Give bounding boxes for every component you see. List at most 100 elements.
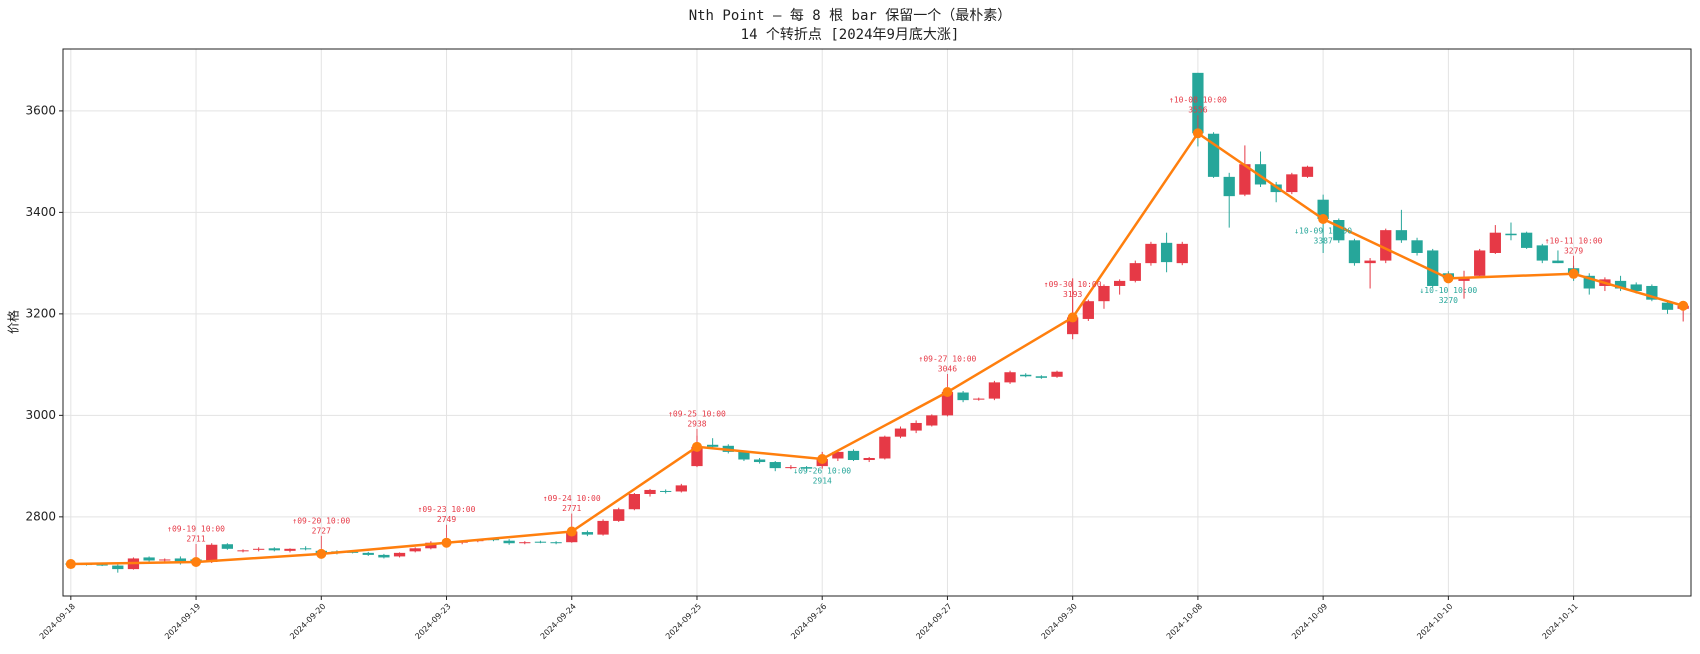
candle-body (1004, 372, 1016, 383)
candle-body (1301, 166, 1314, 177)
candle-body (832, 451, 844, 459)
annotation-value: 3387 (1314, 236, 1333, 245)
x-tick-label: 2024-10-08 (1165, 602, 1204, 641)
y-tick-label: 3400 (25, 205, 56, 219)
candle-body (378, 554, 390, 558)
annotation-label: ↑09-30 10:00 (1044, 280, 1102, 289)
candle-body (800, 467, 813, 469)
turning-point (1678, 300, 1689, 311)
x-tick-label: 2024-09-20 (288, 602, 327, 641)
candle-body (1489, 232, 1501, 253)
candle-body (362, 552, 374, 555)
candle-body (253, 548, 265, 550)
annotation-value: 3556 (1188, 106, 1207, 115)
candle-body (346, 551, 359, 553)
candle-body (1614, 280, 1627, 289)
turning-point (65, 559, 76, 570)
annotation-label: ↑10-08 10:00 (1169, 96, 1227, 105)
annotation-value: 2749 (437, 515, 456, 524)
candle-body (1286, 174, 1298, 193)
candle-body (847, 450, 860, 461)
candle-body (613, 509, 625, 521)
candle-body (425, 542, 437, 549)
candle-body (143, 557, 155, 561)
turning-point (1443, 273, 1454, 284)
candle-body (1020, 374, 1032, 377)
annotation-value: 3279 (1564, 246, 1583, 255)
candle-body (644, 489, 656, 495)
candle-body (1646, 285, 1658, 300)
candle-body (206, 544, 218, 563)
annotation-value: 3046 (938, 365, 957, 374)
turning-point (191, 557, 202, 568)
annotation-value: 3193 (1063, 290, 1082, 299)
candle-body (753, 459, 766, 463)
candle-body (1630, 284, 1642, 292)
turning-point (942, 387, 953, 398)
candle-body (1380, 230, 1392, 261)
turning-point (316, 548, 327, 559)
candle-body (393, 552, 406, 557)
y-tick-label: 3000 (25, 408, 56, 422)
annotation-label: ↓10-10 10:00 (1419, 286, 1477, 295)
candle-body (769, 462, 781, 469)
candle-body (1520, 232, 1533, 248)
candle-body (1505, 233, 1517, 236)
candle-body (534, 541, 547, 543)
y-tick-label: 3600 (25, 103, 56, 117)
candle-body (566, 531, 578, 543)
candle-body (1317, 199, 1329, 219)
candle-body (1552, 260, 1564, 264)
candle-body (1207, 133, 1220, 177)
x-tick-label: 2024-09-26 (789, 602, 828, 641)
x-tick-label: 2024-09-30 (1040, 602, 1079, 641)
candle-body (660, 490, 672, 492)
x-tick-label: 2024-09-24 (539, 602, 578, 641)
candle-body (1129, 263, 1141, 281)
turning-point (1067, 312, 1078, 323)
candle-body (628, 494, 641, 510)
x-tick-label: 2024-09-18 (38, 602, 77, 641)
candle-body (941, 392, 954, 416)
candle-body (926, 415, 938, 426)
candle-body (174, 558, 187, 563)
candle-body (550, 542, 562, 544)
chart-title: Nth Point — 每 8 根 bar 保留一个（最朴素） (689, 8, 1012, 24)
annotation-label: ↓10-09 10:00 (1294, 226, 1352, 235)
annotation-label: ↑09-24 10:00 (543, 494, 601, 503)
annotation-label: ↑09-20 10:00 (292, 516, 350, 525)
candle-body (988, 382, 1001, 399)
candle-body (237, 550, 249, 552)
candle-body (1583, 275, 1595, 289)
plot-frame (62, 48, 1692, 597)
candle-body (597, 520, 609, 535)
candle-body (675, 485, 687, 492)
candle-body (96, 564, 108, 566)
candle-body (284, 548, 296, 551)
candle-body (1176, 243, 1188, 264)
candle-body (738, 451, 750, 460)
annotation-value: 2727 (312, 526, 331, 535)
candle-body (1536, 245, 1548, 261)
turning-point (441, 537, 452, 548)
turning-point (1318, 213, 1329, 224)
turning-point (817, 453, 828, 464)
candle-body (1661, 302, 1674, 310)
candle-body (1098, 285, 1110, 302)
annotation-label: ↑09-25 10:00 (668, 409, 726, 418)
candle-body (863, 457, 875, 461)
candle-body (1254, 164, 1267, 185)
candle-body (1035, 376, 1048, 378)
x-tick-label: 2024-09-23 (413, 602, 452, 641)
candle-body (785, 467, 797, 469)
candle-body (1411, 240, 1423, 253)
candle-body (503, 540, 515, 544)
y-tick-label: 3200 (25, 306, 56, 320)
annotation-value: 2914 (813, 476, 832, 485)
candle-body (691, 446, 703, 467)
candle-body (581, 532, 594, 535)
turning-point (566, 526, 577, 537)
annotation-value: 2771 (562, 504, 581, 513)
